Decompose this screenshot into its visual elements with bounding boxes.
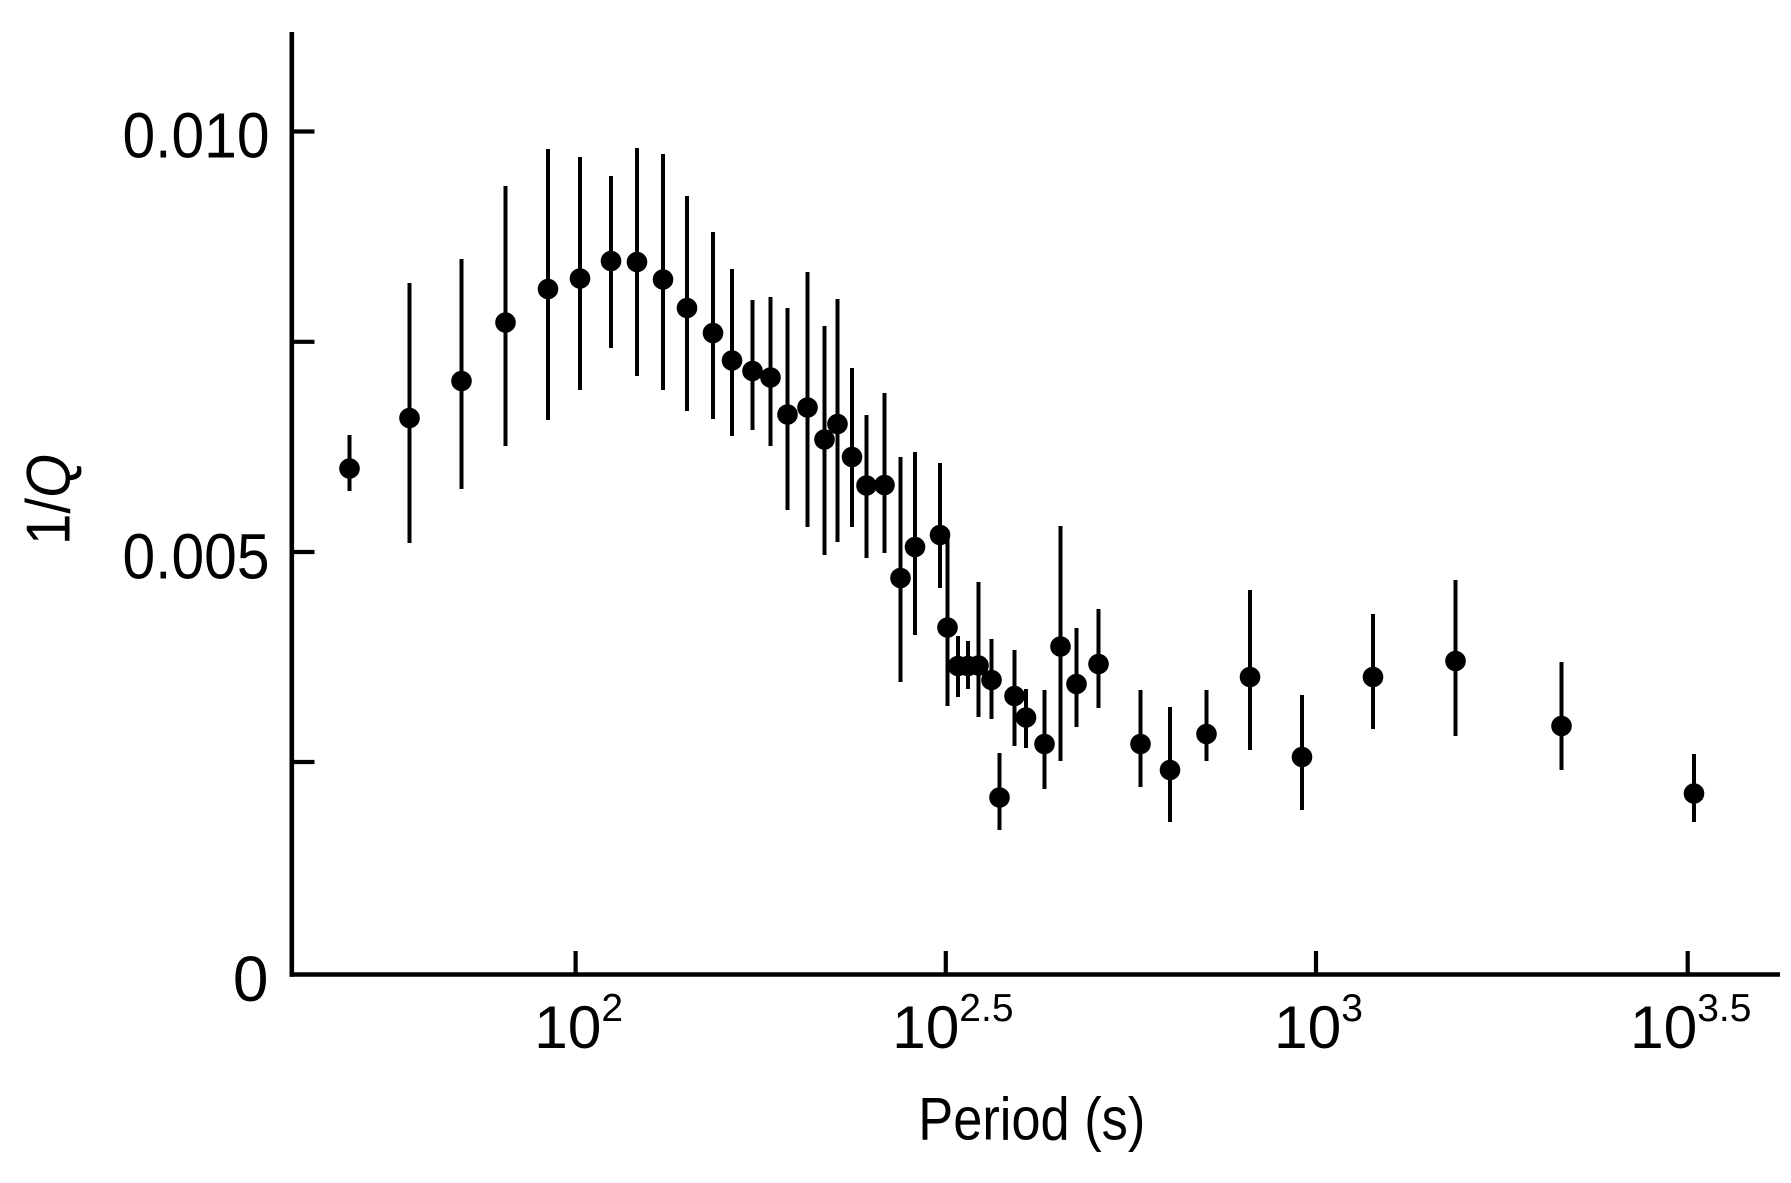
- svg-text:1/Q: 1/Q: [14, 454, 83, 545]
- svg-text:0: 0: [233, 943, 269, 1015]
- svg-text:2.5: 2.5: [959, 987, 1013, 1030]
- svg-text:10: 10: [892, 993, 959, 1061]
- svg-text:10: 10: [1630, 993, 1697, 1061]
- svg-text:0.005: 0.005: [123, 521, 270, 593]
- svg-text:10: 10: [534, 993, 601, 1061]
- svg-text:2: 2: [601, 987, 623, 1030]
- svg-text:0.010: 0.010: [123, 100, 270, 172]
- svg-text:Period (s): Period (s): [918, 1085, 1145, 1152]
- svg-text:3.5: 3.5: [1697, 987, 1751, 1030]
- svg-text:10: 10: [1274, 993, 1341, 1061]
- svg-text:3: 3: [1341, 987, 1363, 1030]
